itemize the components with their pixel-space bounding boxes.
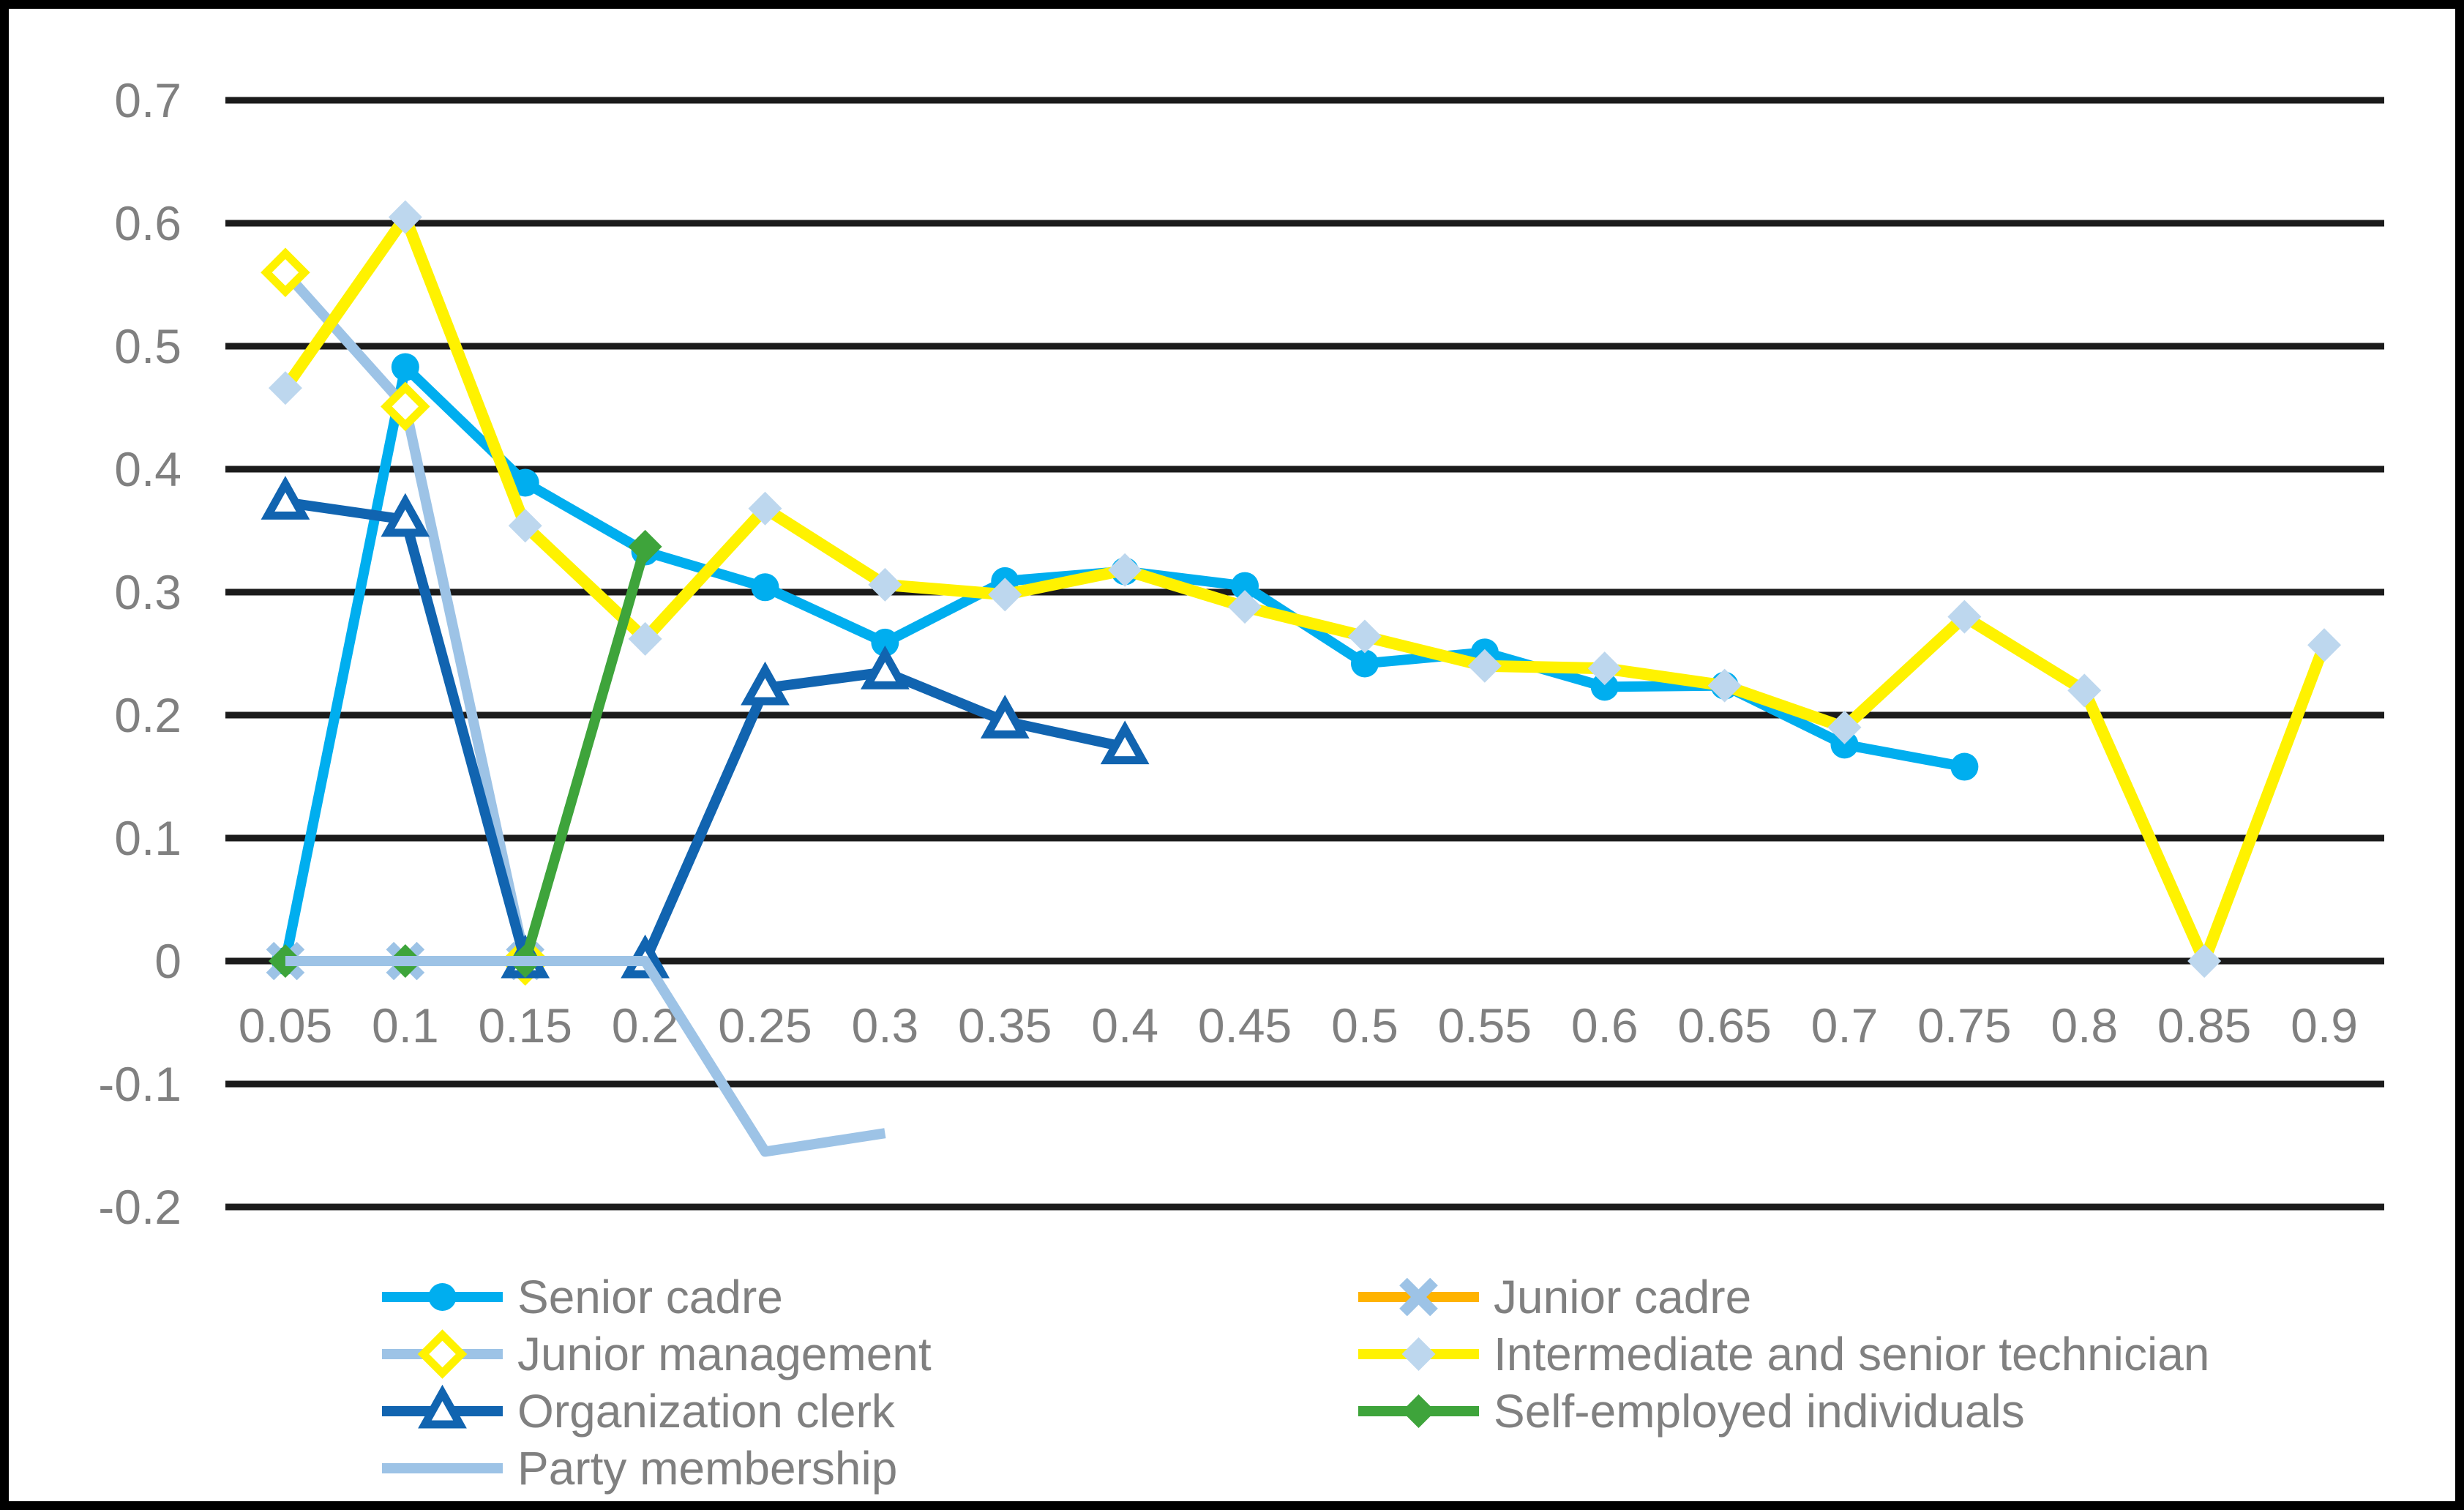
series-organization-clerk (261, 476, 1150, 979)
marker-organization-clerk-0.1 (381, 493, 430, 537)
x-tick-label-0.7: 0.7 (1811, 998, 1879, 1053)
marker-organization-clerk-0.25 (741, 661, 790, 706)
marker-intermediate-and-senior-technician-0.75 (1947, 599, 1982, 634)
x-tick-label-0.05: 0.05 (239, 998, 332, 1053)
x-axis-tick-labels: 0.05 0.1 0.15 0.2 0.25 0.3 0.35 0.4 0.45 0.5 0.55 0… (239, 998, 2358, 1053)
x-tick-label-0.85: 0.85 (2157, 998, 2251, 1053)
legend-label-junior-cadre: Junior cadre (1494, 1271, 1751, 1323)
x-tick-label-0.5: 0.5 (1331, 998, 1398, 1053)
legend-label-junior-management: Junior management (517, 1328, 932, 1380)
legend-label-organization-clerk: Organization clerk (517, 1385, 896, 1438)
marker-intermediate-and-senior-technician-0.45 (1228, 590, 1262, 624)
marker-intermediate-and-senior-technician-0.6 (1587, 651, 1622, 686)
marker-junior-management-0.1 (381, 381, 430, 432)
legend-item-junior-management: Junior management (382, 1328, 932, 1380)
y-tick-label-0.2: 0.2 (114, 688, 181, 742)
legend-label-self-employed-individuals: Self-employed individuals (1494, 1385, 2025, 1438)
marker-intermediate-and-senior-technician-0.3 (868, 567, 902, 602)
marker-intermediate-and-senior-technician-0.85 (2187, 944, 2222, 978)
y-tick-label-0.2: -0.2 (98, 1180, 181, 1234)
y-tick-label-0.6: 0.6 (114, 196, 181, 250)
marker-intermediate-and-senior-technician-0.25 (748, 491, 782, 526)
y-tick-label-0.1: -0.1 (98, 1057, 181, 1111)
marker-senior-cadre-0.7 (1830, 730, 1859, 759)
marker-intermediate-and-senior-technician-0.4 (1108, 553, 1142, 587)
legend-item-junior-cadre: Junior cadre (1358, 1271, 1751, 1323)
marker-senior-cadre-0.45 (1231, 572, 1259, 600)
legend-item-self-employed-individuals: Self-employed individuals (1358, 1385, 2025, 1438)
marker-intermediate-and-senior-technician-0.15 (508, 509, 542, 543)
marker-senior-cadre-0.6 (1590, 673, 1619, 701)
marker-intermediate-and-senior-technician-0.5 (1347, 619, 1382, 654)
marker-intermediate-and-senior-technician-0.7 (1827, 710, 1862, 744)
x-tick-label-0.35: 0.35 (958, 998, 1052, 1053)
x-tick-label-0.75: 0.75 (1917, 998, 2011, 1053)
legend-marker-self-employed-individuals (1401, 1394, 1436, 1428)
data-series-layer (261, 200, 2342, 1157)
marker-intermediate-and-senior-technician-0.9 (2307, 628, 2342, 662)
marker-organization-clerk-0.35 (980, 695, 1030, 739)
marker-senior-cadre-0.5 (1350, 649, 1379, 678)
y-tick-label-0.7: 0.7 (114, 73, 181, 127)
legend-label-intermediate-and-senior-technician: Intermediate and senior technician (1494, 1328, 2209, 1380)
marker-organization-clerk-0.3 (861, 645, 910, 689)
marker-junior-management-0.05 (261, 247, 310, 297)
legend-item-senior-cadre: Senior cadre (382, 1271, 783, 1323)
legend-item-intermediate-and-senior-technician: Intermediate and senior technician (1358, 1328, 2209, 1380)
x-tick-label-0.4: 0.4 (1091, 998, 1158, 1053)
legend-label-party-membership: Party membership (517, 1442, 897, 1495)
legend-marker-junior-management (417, 1329, 468, 1379)
x-tick-label-0.65: 0.65 (1677, 998, 1771, 1053)
series-party-membership (285, 956, 886, 1157)
marker-intermediate-and-senior-technician-0.35 (988, 578, 1022, 612)
marker-senior-cadre-0.1 (391, 353, 419, 381)
legend-item-organization-clerk: Organization clerk (382, 1384, 896, 1438)
marker-intermediate-and-senior-technician-0.55 (1467, 649, 1502, 683)
marker-organization-clerk-0.05 (261, 476, 310, 520)
marker-intermediate-and-senior-technician-0.65 (1707, 668, 1742, 703)
series-line-party-membership (285, 956, 886, 1157)
marker-senior-cadre-0.15 (511, 468, 539, 497)
marker-organization-clerk-0.4 (1100, 720, 1150, 765)
x-tick-label-0.6: 0.6 (1571, 998, 1639, 1053)
marker-intermediate-and-senior-technician-0.8 (2067, 673, 2102, 708)
series-junior-management (261, 247, 550, 986)
x-tick-label-0.55: 0.55 (1438, 998, 1532, 1053)
marker-senior-cadre-0.3 (871, 628, 899, 657)
x-tick-label-0.45: 0.45 (1198, 998, 1292, 1053)
legend-marker-junior-cadre (1399, 1277, 1438, 1317)
marker-senior-cadre-0.25 (751, 573, 779, 602)
marker-senior-cadre-0.75 (1950, 752, 1979, 781)
y-tick-label-0.4: 0.4 (114, 442, 181, 496)
legend-marker-organization-clerk (418, 1384, 467, 1429)
y-tick-label-0: 0 (154, 934, 181, 988)
x-tick-label-0.25: 0.25 (718, 998, 812, 1053)
y-axis-tick-labels: 0.7 0.6 0.5 0.4 0.3 0.2 0.1 0 -0.1 -0.2 (98, 73, 181, 1234)
y-tick-label-0.3: 0.3 (114, 565, 181, 619)
legend-item-party-membership: Party membership (382, 1442, 897, 1495)
marker-intermediate-and-senior-technician-0.1 (388, 200, 422, 234)
x-tick-label-0.8: 0.8 (2051, 998, 2118, 1053)
marker-intermediate-and-senior-technician-0.2 (628, 621, 662, 656)
y-tick-label-0.5: 0.5 (114, 319, 181, 373)
legend-marker-senior-cadre (428, 1283, 457, 1311)
x-tick-label-0.15: 0.15 (478, 998, 572, 1053)
x-tick-label-0.3: 0.3 (852, 998, 919, 1053)
marker-self-employed-individuals-0.2 (628, 529, 662, 564)
legend-label-senior-cadre: Senior cadre (517, 1271, 783, 1323)
y-tick-label-0.1: 0.1 (114, 811, 181, 865)
series-line-organization-clerk (284, 497, 1126, 966)
x-tick-label-0.1: 0.1 (372, 998, 439, 1053)
legend-marker-intermediate-and-senior-technician (1401, 1337, 1436, 1371)
x-tick-label-0.2: 0.2 (612, 998, 679, 1053)
marker-intermediate-and-senior-technician-0.05 (268, 371, 302, 405)
x-tick-label-0.9: 0.9 (2291, 998, 2358, 1053)
